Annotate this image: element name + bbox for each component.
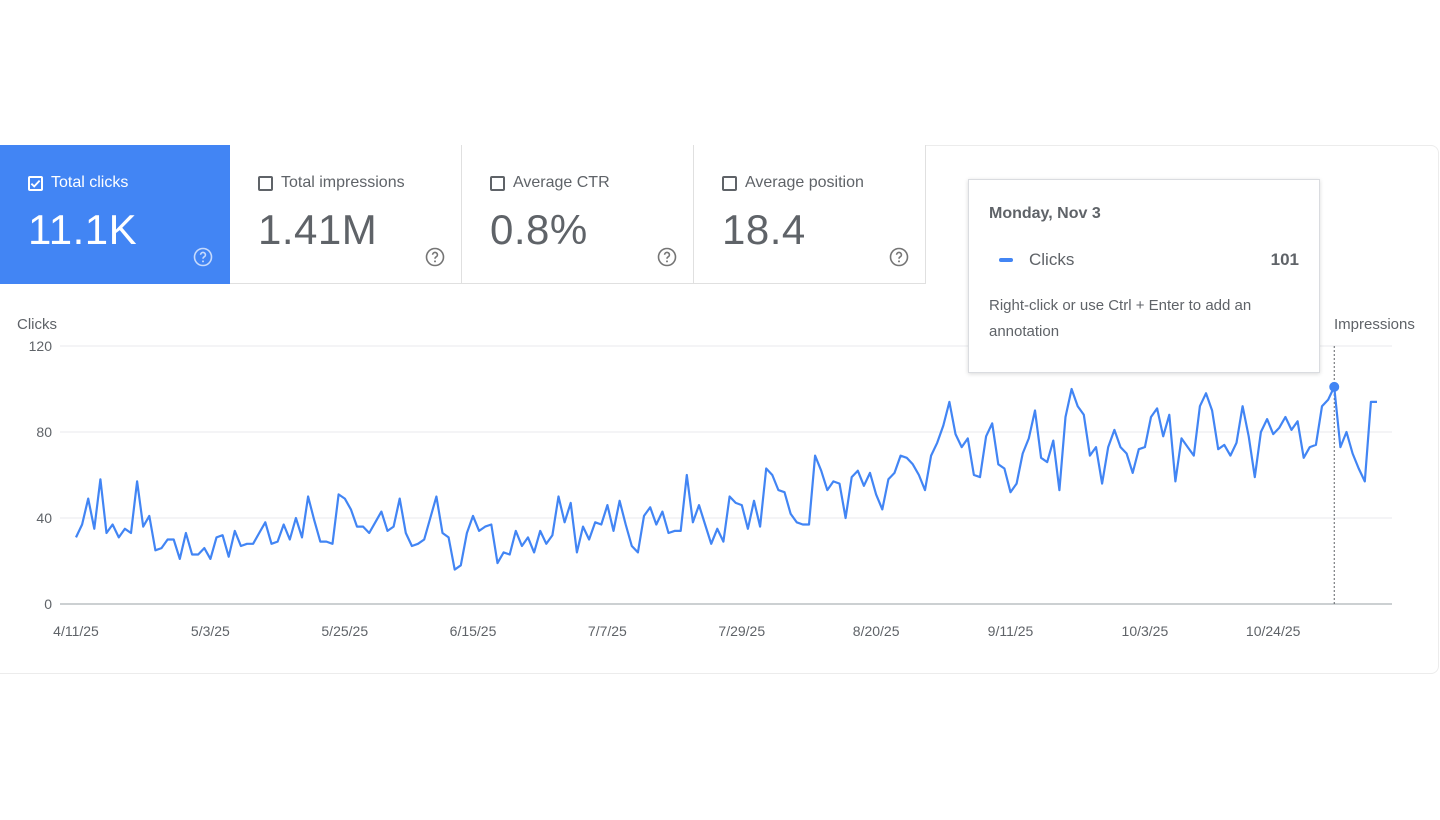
metric-card-total-impressions[interactable]: Total impressions 1.41M	[230, 145, 462, 284]
help-icon[interactable]	[193, 247, 213, 267]
help-icon[interactable]	[657, 247, 677, 267]
hover-point[interactable]	[1329, 381, 1340, 392]
x-tick-label: 9/11/25	[988, 623, 1034, 639]
y-tick-label: 0	[44, 596, 52, 612]
checkbox-unchecked-icon[interactable]	[490, 175, 505, 191]
metric-label-row: Average position	[722, 174, 864, 192]
x-tick-label: 5/3/25	[191, 623, 230, 639]
y-tick-label: 80	[36, 424, 52, 440]
x-tick-label: 10/3/25	[1122, 623, 1169, 639]
x-tick-labels: 4/11/25 5/3/25 5/25/25 6/15/25 7/7/25 7/29/25…	[53, 623, 1300, 639]
metric-label: Total impressions	[281, 174, 405, 191]
metric-label-row: Average CTR	[490, 174, 610, 192]
x-tick-label: 5/25/25	[321, 623, 368, 639]
tooltip-series-value: 101	[1270, 250, 1299, 269]
metric-label: Average CTR	[513, 174, 610, 191]
metric-value: 18.4	[722, 206, 806, 253]
chart-tooltip: Monday, Nov 3 Clicks 101 Right-click or …	[968, 179, 1320, 373]
metric-label-row: Total clicks	[28, 174, 128, 192]
series-swatch-icon	[999, 258, 1013, 262]
metric-card-average-ctr[interactable]: Average CTR 0.8%	[462, 145, 694, 284]
x-tick-label: 4/11/25	[53, 623, 99, 639]
x-tick-label: 10/24/25	[1246, 623, 1301, 639]
tooltip-series-name: Clicks	[1029, 250, 1075, 269]
help-icon[interactable]	[425, 247, 445, 267]
metric-value: 1.41M	[258, 206, 378, 253]
metric-card-average-position[interactable]: Average position 18.4	[694, 145, 926, 284]
checkbox-checked-icon[interactable]	[28, 175, 43, 191]
y-axis-title-left: Clicks	[17, 316, 57, 333]
y-tick-labels: 0 40 80 120	[29, 338, 53, 612]
x-tick-label: 7/29/25	[718, 623, 765, 639]
checkbox-unchecked-icon[interactable]	[258, 175, 273, 191]
tooltip-series-row: Clicks 101	[989, 250, 1299, 270]
series-line-clicks[interactable]	[75, 385, 1377, 571]
metric-label: Average position	[745, 174, 864, 191]
metric-label: Total clicks	[51, 174, 129, 191]
x-tick-label: 8/20/25	[853, 623, 900, 639]
x-tick-label: 7/7/25	[588, 623, 627, 639]
metric-value: 11.1K	[28, 206, 138, 253]
x-tick-label: 6/15/25	[450, 623, 497, 639]
metric-card-total-clicks[interactable]: Total clicks 11.1K	[0, 145, 230, 284]
tooltip-annotation-hint: Right-click or use Ctrl + Enter to add a…	[989, 297, 1252, 340]
y-tick-label: 40	[36, 510, 52, 526]
y-axis-title-right: Impressions	[1334, 316, 1415, 333]
metric-value: 0.8%	[490, 206, 588, 253]
help-icon[interactable]	[889, 247, 909, 267]
y-tick-label: 120	[29, 338, 53, 354]
tooltip-date: Monday, Nov 3	[989, 205, 1101, 222]
gridlines	[60, 345, 1392, 605]
metric-label-row: Total impressions	[258, 174, 405, 192]
checkbox-unchecked-icon[interactable]	[722, 175, 737, 191]
